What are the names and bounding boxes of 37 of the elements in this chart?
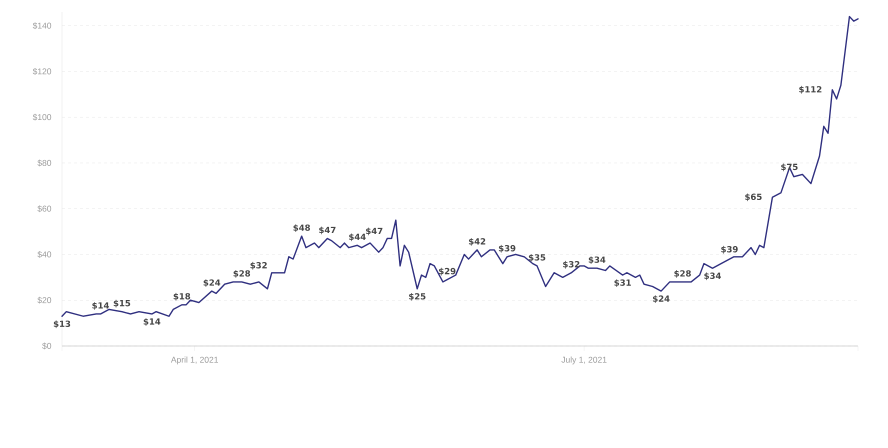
data-label: $47 [366,228,382,236]
data-label: $39 [498,244,516,253]
y-tick-label: $40 [37,251,52,258]
data-label: $44 [349,233,366,242]
data-label: $47 [319,226,336,234]
y-tick-label: $0 [42,342,52,350]
data-label: $112 [799,86,822,94]
data-label: $18 [174,292,190,301]
y-tick-label: $120 [32,68,52,75]
y-tick-label: $20 [37,296,52,304]
data-label: $14 [92,302,109,310]
data-label: $13 [54,320,70,328]
data-label: $14 [144,318,160,326]
data-label: $42 [468,238,486,246]
x-tick-label: July 1, 2021 [561,356,607,364]
data-label: $29 [438,268,456,276]
y-tick-label: $60 [37,205,52,212]
data-label: $65 [745,193,762,202]
data-label: $31 [614,279,631,287]
y-tick-label: $80 [37,160,52,166]
data-label: $48 [293,224,310,232]
data-label: $24 [204,279,220,287]
x-tick-label: April 1, 2021 [170,356,218,364]
data-label: $32 [563,260,580,269]
data-label: $39 [721,246,738,254]
data-label: $25 [409,292,426,301]
data-label: $32 [250,262,267,270]
data-label: $75 [781,164,798,172]
data-label: $34 [704,272,721,280]
y-tick-label: $100 [32,114,52,121]
data-label: $35 [528,254,546,262]
data-label: $28 [674,270,691,278]
data-label: $34 [588,256,606,264]
data-label: $24 [652,295,670,303]
data-label: $15 [114,300,130,308]
data-label: $28 [234,270,250,278]
y-tick-label: $140 [32,22,52,30]
